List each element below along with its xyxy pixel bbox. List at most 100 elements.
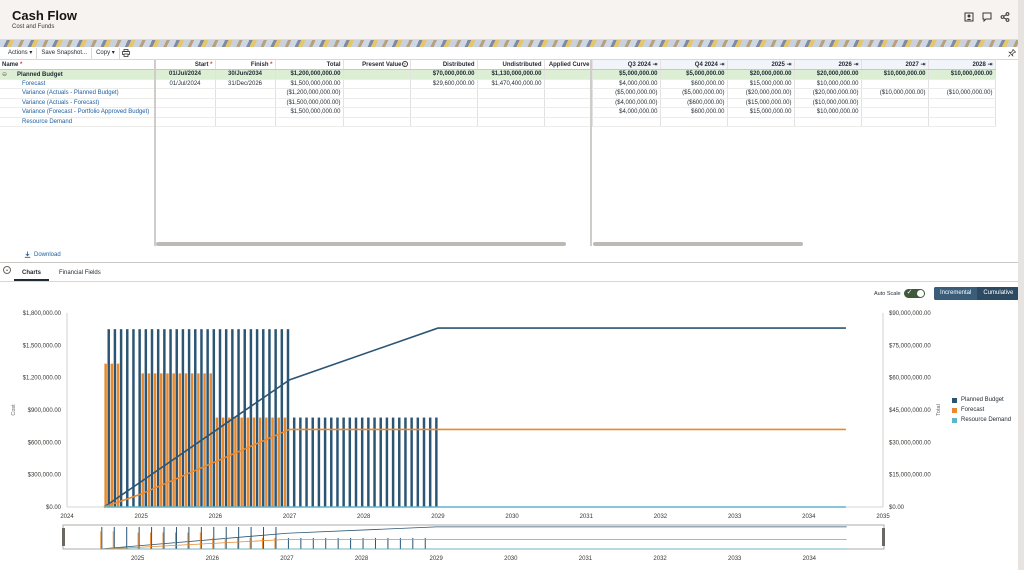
bar-planned-budget	[311, 417, 314, 507]
navigator-handle-right[interactable]	[882, 528, 885, 546]
row-name-cell[interactable]: Variance (Actuals - Planned Budget)	[0, 88, 156, 99]
table-row[interactable]: ⊖ Planned Budget 01/Jul/2024 30/Jun/2034 $1,…	[0, 69, 996, 80]
tab-charts[interactable]: Charts	[14, 269, 50, 281]
table-row[interactable]: Variance (Forecast - Portfolio Approved …	[0, 107, 996, 118]
period-horizontal-scrollbar[interactable]	[593, 242, 803, 246]
grid-cell-undistributed: $1,130,000,000.00	[477, 69, 545, 80]
table-row[interactable]: Variance (Actuals - Forecast) ($1,500,000…	[0, 98, 996, 108]
bar-planned-budget	[206, 329, 209, 507]
grid-cell-curve	[544, 98, 593, 108]
column-header-start[interactable]: Start *	[155, 60, 216, 70]
expand-icon[interactable]: ⊖	[2, 71, 8, 78]
column-header-period[interactable]: 2027 ⇥	[861, 60, 929, 70]
grid-cell-pv	[343, 88, 411, 99]
table-row[interactable]: Variance (Actuals - Planned Budget) ($1,2…	[0, 88, 996, 99]
grid-cell-curve	[544, 117, 593, 127]
legend-item-resource-demand[interactable]: Resource Demand	[952, 415, 1011, 425]
grid-cell-undistributed: $1,470,400,000.00	[477, 79, 545, 89]
tab-financial-fields[interactable]: Financial Fields	[59, 270, 101, 276]
column-header-applied-curve[interactable]: Applied Curve	[544, 60, 593, 70]
panel-divider[interactable]	[0, 262, 1018, 263]
grid-cell-period	[861, 117, 929, 127]
bar-planned-budget	[249, 329, 253, 507]
right-axis-tick-label: $15,000,000.00	[889, 473, 931, 479]
frozen-column-divider[interactable]	[154, 60, 156, 246]
column-header-name[interactable]: Name *	[0, 60, 156, 70]
grid-cell-period: $20,000,000.00	[794, 69, 862, 80]
bar-forecast	[271, 417, 274, 507]
bar-planned-budget	[286, 329, 290, 507]
auto-scale-toggle[interactable]: ✓	[903, 289, 925, 298]
column-header-period[interactable]: 2028 ⇥	[928, 60, 996, 70]
legend-item-forecast[interactable]: Forecast	[952, 405, 1011, 415]
profile-icon[interactable]	[964, 12, 974, 22]
page-title: Cash Flow	[12, 8, 78, 23]
column-header-period[interactable]: 2025 ⇥	[727, 60, 795, 70]
bar-planned-budget	[187, 329, 191, 507]
cash-flow-table: Name * Start * Finish * Total Present Va…	[0, 60, 996, 127]
copy-menu-button[interactable]: Copy ▾	[92, 47, 120, 59]
x-axis-tick-label: 2035	[876, 514, 890, 520]
help-icon[interactable]: ?	[401, 61, 408, 67]
column-header-period[interactable]: Q4 2024 ⇥	[660, 60, 728, 70]
window-gutter	[1018, 0, 1024, 570]
row-name-cell[interactable]: Resource Demand	[0, 117, 156, 127]
print-button[interactable]	[120, 48, 132, 59]
column-header-total[interactable]: Total	[275, 60, 344, 70]
column-header-undistributed[interactable]: Undistributed	[477, 60, 545, 70]
bar-forecast	[265, 417, 268, 507]
navigator-tick-label: 2029	[430, 556, 444, 562]
comment-icon[interactable]	[982, 12, 992, 22]
row-name-cell[interactable]: Variance (Actuals - Forecast)	[0, 98, 156, 108]
cumulative-line-planned-budget	[103, 327, 846, 508]
grid-cell-total: $1,500,000,000.00	[275, 107, 344, 118]
actions-menu-button[interactable]: Actions ▾	[4, 47, 38, 59]
row-name-cell[interactable]: ⊖ Planned Budget	[0, 69, 156, 80]
share-icon[interactable]	[1000, 12, 1010, 22]
bar-forecast	[228, 417, 231, 507]
grid-cell-finish	[215, 117, 276, 127]
cumulative-button[interactable]: Cumulative	[983, 290, 1014, 296]
grid-cell-period: $15,000,000.00	[727, 79, 795, 89]
grid-horizontal-scrollbar[interactable]	[156, 242, 566, 246]
bar-planned-budget	[194, 329, 197, 507]
collapse-icon[interactable]: ⌄	[3, 266, 11, 274]
column-header-distributed[interactable]: Distributed	[410, 60, 478, 70]
table-row[interactable]: Resource Demand	[0, 117, 996, 127]
table-row[interactable]: Forecast 01/Jul/2024 31/Dec/2026 $1,500,000…	[0, 79, 996, 89]
column-header-finish[interactable]: Finish *	[215, 60, 276, 70]
column-header-period[interactable]: Q3 2024 ⇥	[592, 60, 661, 70]
navigator-bar	[101, 527, 103, 549]
save-snapshot-button[interactable]: Save Snapshot...	[37, 47, 93, 59]
pin-icon[interactable]	[1008, 49, 1016, 57]
navigator-bar	[362, 537, 364, 549]
incremental-button[interactable]: Incremental	[934, 287, 978, 300]
bar-forecast	[283, 417, 287, 507]
navigator-handle-left[interactable]	[62, 528, 65, 546]
column-header-present-value[interactable]: Present Value?	[343, 60, 411, 70]
bar-planned-budget	[292, 417, 296, 507]
grid-cell-period: $10,000,000.00	[794, 107, 862, 118]
period-column-divider[interactable]	[590, 60, 592, 246]
bar-planned-budget	[237, 329, 240, 507]
column-header-period[interactable]: 2026 ⇥	[794, 60, 862, 70]
row-name-cell[interactable]: Forecast	[0, 79, 156, 89]
left-axis-title: Cost	[11, 404, 17, 416]
grid-cell-total: $1,200,000,000.00	[275, 69, 344, 80]
grid-cell-finish: 30/Jun/2034	[215, 69, 276, 80]
cash-flow-chart: $0.00 $300,000.00 $600,000.00 $900,000.00 $1…	[11, 311, 942, 562]
bar-forecast	[116, 363, 120, 507]
row-name-cell[interactable]: Variance (Forecast - Portfolio Approved …	[0, 107, 156, 118]
navigator-bar	[412, 537, 414, 549]
right-axis-tick-label: $60,000,000.00	[889, 376, 931, 382]
download-link[interactable]: Download	[24, 251, 61, 258]
grid-cell-period: ($5,000,000.00)	[592, 88, 661, 99]
grid-cell-finish: 31/Dec/2026	[215, 79, 276, 89]
navigator-bar	[399, 537, 401, 549]
range-navigator[interactable]	[62, 524, 885, 550]
x-axis-tick-label: 2032	[654, 514, 668, 520]
cash-flow-grid: Name * Start * Finish * Total Present Va…	[0, 49, 1018, 250]
navigator-bar	[138, 527, 140, 549]
lower-tabs: Charts Financial Fields	[14, 269, 109, 281]
legend-item-planned-budget[interactable]: Planned Budget	[952, 395, 1011, 405]
